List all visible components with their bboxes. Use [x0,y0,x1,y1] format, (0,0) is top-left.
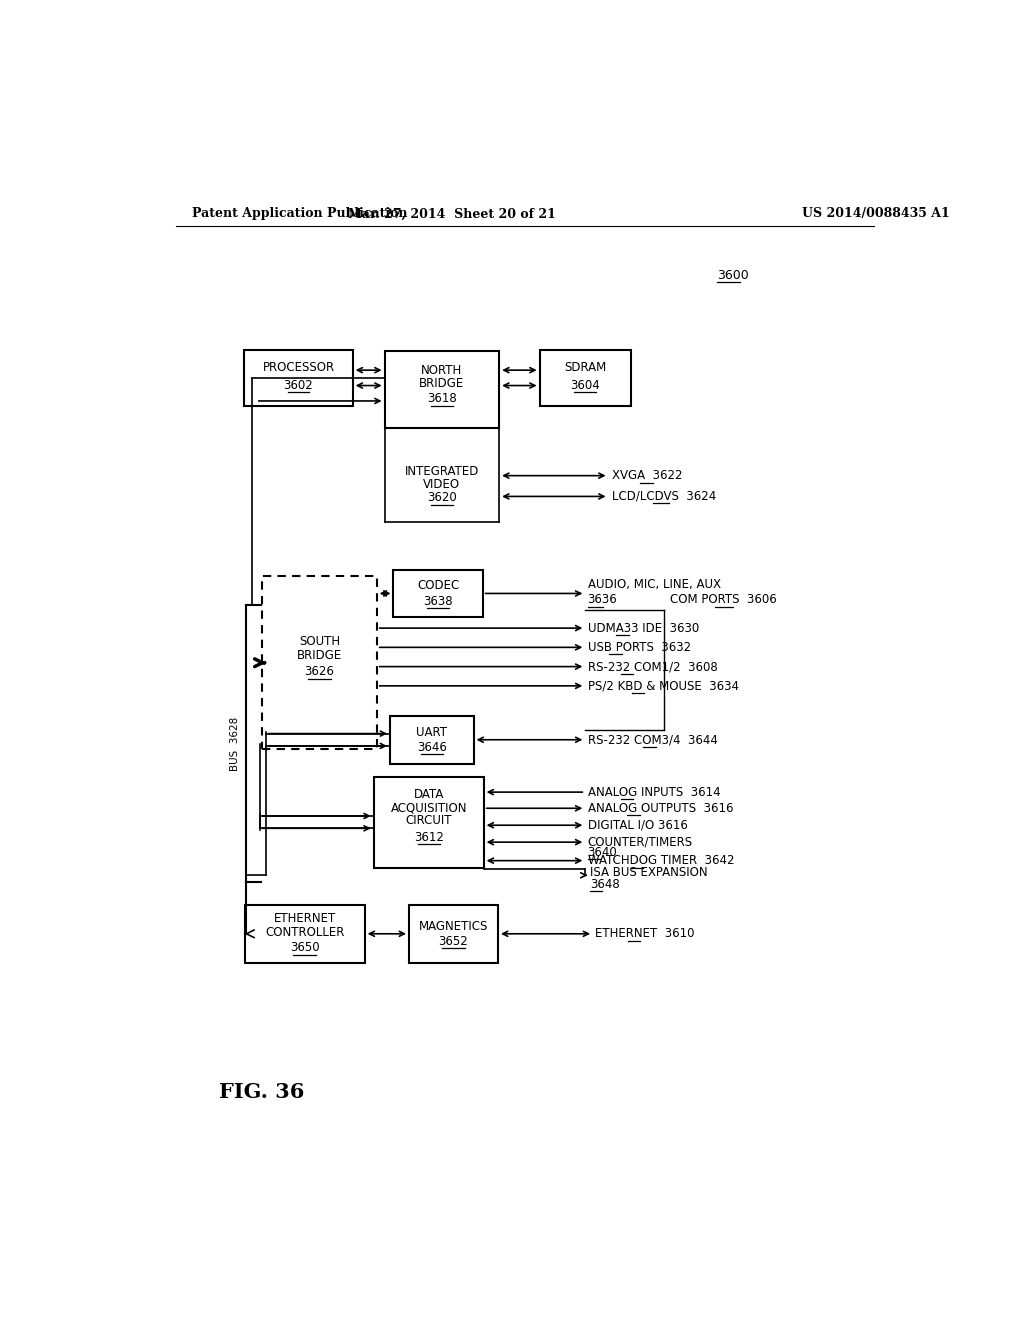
Text: INTEGRATED: INTEGRATED [404,465,479,478]
Text: DATA: DATA [414,788,443,801]
Text: CONTROLLER: CONTROLLER [265,925,344,939]
Text: 3620: 3620 [427,491,457,504]
Text: NORTH: NORTH [421,363,463,376]
Bar [540,350,631,405]
Text: US 2014/0088435 A1: US 2014/0088435 A1 [802,207,950,220]
Text: COM PORTS  3606: COM PORTS 3606 [671,593,777,606]
Text: 3600: 3600 [717,269,749,282]
Bar [393,570,482,618]
Text: FIG. 36: FIG. 36 [219,1081,305,1102]
Text: ISA BUS EXPANSION: ISA BUS EXPANSION [590,866,708,879]
Text: ETHERNET  3610: ETHERNET 3610 [595,927,695,940]
Text: DIGITAL I/O 3616: DIGITAL I/O 3616 [588,818,687,832]
Text: RS-232 COM1/2  3608: RS-232 COM1/2 3608 [588,660,718,673]
Text: 3636: 3636 [588,593,617,606]
Text: RS-232 COM3/4  3644: RS-232 COM3/4 3644 [588,733,718,746]
Bar [245,906,365,962]
Text: BRIDGE: BRIDGE [297,648,342,661]
Text: 3638: 3638 [423,594,453,607]
Bar [409,906,498,962]
Text: USB PORTS  3632: USB PORTS 3632 [588,640,691,653]
Text: Mar. 27, 2014  Sheet 20 of 21: Mar. 27, 2014 Sheet 20 of 21 [348,207,556,220]
Text: PS/2 KBD & MOUSE  3634: PS/2 KBD & MOUSE 3634 [588,680,738,693]
Text: CODEC: CODEC [417,579,459,593]
Text: SOUTH: SOUTH [299,635,340,648]
Text: SDRAM: SDRAM [564,362,606,375]
Text: VIDEO: VIDEO [423,478,461,491]
Text: 3646: 3646 [417,741,446,754]
Text: BUS  3628: BUS 3628 [230,717,240,771]
Text: LCD/LCDVS  3624: LCD/LCDVS 3624 [612,490,717,503]
Bar [385,351,500,428]
Text: 3612: 3612 [414,832,443,843]
Text: 3652: 3652 [438,935,468,948]
Text: AUDIO, MIC, LINE, AUX: AUDIO, MIC, LINE, AUX [588,578,721,591]
Text: UART: UART [417,726,447,739]
Text: CIRCUIT: CIRCUIT [406,814,452,828]
Text: 3640: 3640 [588,846,617,859]
Bar [262,576,377,750]
Bar [245,350,352,405]
Text: PROCESSOR: PROCESSOR [262,362,335,375]
Text: 3648: 3648 [590,878,620,891]
Text: 3618: 3618 [427,392,457,405]
Text: UDMA33 IDE  3630: UDMA33 IDE 3630 [588,622,698,635]
Text: XVGA  3622: XVGA 3622 [612,469,683,482]
Bar [390,715,474,763]
Text: ANALOG INPUTS  3614: ANALOG INPUTS 3614 [588,785,720,799]
Bar [374,776,483,867]
Text: 3602: 3602 [284,379,313,392]
Text: ETHERNET: ETHERNET [273,912,336,925]
Text: 3604: 3604 [570,379,600,392]
Text: MAGNETICS: MAGNETICS [419,920,488,933]
Text: 3650: 3650 [290,941,319,954]
Text: WATCHDOG TIMER  3642: WATCHDOG TIMER 3642 [588,854,734,867]
Text: COUNTER/TIMERS: COUNTER/TIMERS [588,836,692,849]
Text: ACQUISITION: ACQUISITION [390,801,467,814]
Text: BRIDGE: BRIDGE [419,376,465,389]
Text: 3626: 3626 [304,665,335,678]
Text: ANALOG OUTPUTS  3616: ANALOG OUTPUTS 3616 [588,801,733,814]
Text: Patent Application Publication: Patent Application Publication [191,207,408,220]
